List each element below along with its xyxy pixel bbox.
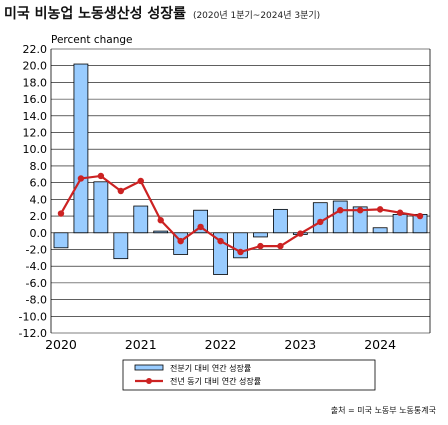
y-tick-label: 12.0	[23, 127, 48, 140]
bar	[332, 200, 348, 234]
line-point	[77, 175, 85, 182]
line-point	[356, 207, 364, 214]
y-tick-label: -8.0	[26, 294, 47, 307]
line-point	[217, 237, 224, 245]
line-point	[197, 223, 204, 231]
y-tick-label: -10.0	[19, 310, 47, 323]
title-period: (2020년 1분기~2024년 3분기)	[192, 11, 321, 21]
y-tick-label: 10.0	[23, 143, 48, 156]
x-tick-label: 2024	[364, 337, 396, 352]
bar-series	[53, 63, 428, 275]
bar	[93, 181, 109, 234]
y-tick-label: 0.0	[30, 227, 48, 240]
y-tick-label: -4.0	[26, 260, 47, 273]
line-point	[297, 230, 304, 237]
line-point	[57, 210, 65, 217]
bar	[73, 63, 89, 234]
bar	[193, 209, 208, 234]
bar	[253, 232, 268, 238]
y-tick-label: 4.0	[30, 193, 48, 206]
bar	[352, 206, 368, 234]
bar	[153, 230, 169, 234]
x-tick-label: 2023	[284, 337, 316, 352]
x-tick-label: 2022	[205, 337, 237, 352]
legend-line-label: 전년 동기 대비 연간 성장률	[170, 376, 261, 386]
y-tick-label: 2.0	[30, 210, 48, 223]
line-point	[237, 248, 244, 256]
line-point	[117, 187, 125, 195]
bar	[312, 202, 328, 234]
legend-bar-label: 전분기 대비 연간 성장률	[170, 363, 251, 373]
y-axis-label: Percent change	[51, 34, 133, 46]
y-tick-label: 8.0	[30, 160, 48, 173]
line-point	[317, 218, 324, 226]
legend-box	[122, 359, 376, 391]
x-tick-label: 2020	[45, 337, 77, 352]
y-tick-label: 20.0	[23, 60, 48, 73]
bar	[133, 205, 149, 234]
bar	[113, 232, 129, 260]
axes: 22.0 20.0 18.0 16.0 14.0 12.0 10.0 8.0 6.0 4.0 2.0…	[19, 34, 431, 352]
bar	[372, 227, 388, 234]
line-point	[177, 237, 184, 245]
source-note: 출처 = 미국 노동부 노동통계국	[330, 406, 436, 415]
bar	[392, 213, 408, 234]
y-tick-label: 22.0	[23, 43, 48, 56]
y-tick-label: -6.0	[26, 277, 47, 290]
line-point	[337, 207, 344, 214]
line-series	[57, 172, 424, 256]
y-tick-label: 6.0	[30, 177, 48, 190]
y-tick-label: 16.0	[23, 93, 48, 106]
x-tick-label: 2021	[125, 337, 157, 352]
y-tick-label: -12.0	[19, 327, 47, 340]
line-point	[416, 212, 424, 220]
legend-bar-swatch	[134, 364, 164, 371]
line-point	[137, 177, 144, 185]
bar	[273, 208, 288, 234]
chart-title: 미국 비농업 노동생산성 성장률 (2020년 1분기~2024년 3분기)	[4, 3, 320, 23]
y-tick-label: 14.0	[23, 110, 48, 123]
line-point	[257, 242, 264, 250]
y-tick-label: -2.0	[26, 243, 47, 256]
line-point	[277, 242, 284, 250]
title-text: 미국 비농업 노동생산성 성장률	[4, 6, 187, 22]
line-point	[97, 172, 105, 180]
line-point	[376, 206, 384, 213]
line-point	[396, 209, 404, 216]
line-point	[157, 217, 164, 224]
y-tick-label: 18.0	[23, 76, 48, 89]
bar	[53, 232, 69, 249]
legend-line-marker	[146, 378, 152, 384]
